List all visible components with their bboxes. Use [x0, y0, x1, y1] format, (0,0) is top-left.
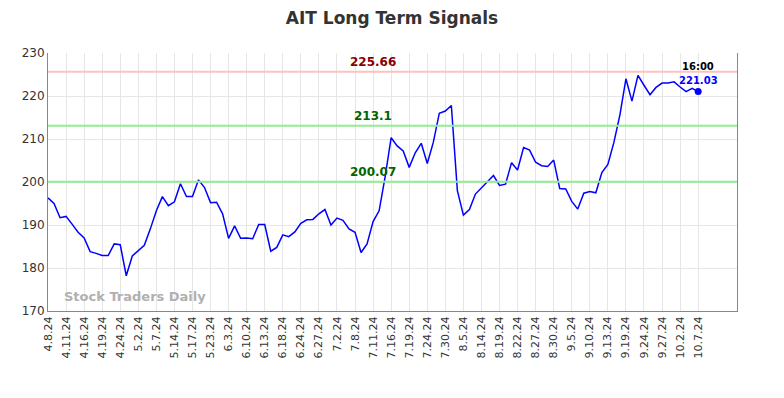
svg-text:4.24.24: 4.24.24: [114, 316, 127, 358]
svg-text:200.07: 200.07: [350, 165, 396, 179]
svg-text:190: 190: [22, 218, 45, 232]
svg-text:4.11.24: 4.11.24: [60, 316, 73, 358]
svg-text:221.03: 221.03: [679, 75, 718, 86]
svg-text:6.27.24: 6.27.24: [312, 316, 325, 358]
svg-text:8.30.24: 8.30.24: [547, 316, 560, 358]
svg-text:7.24.24: 7.24.24: [421, 316, 434, 358]
svg-text:220: 220: [22, 89, 45, 103]
svg-text:5.2.24: 5.2.24: [132, 316, 145, 351]
svg-text:7.8.24: 7.8.24: [349, 316, 362, 351]
svg-text:10.7.24: 10.7.24: [692, 316, 705, 358]
svg-text:210: 210: [22, 132, 45, 146]
svg-text:6.3.24: 6.3.24: [222, 316, 235, 351]
svg-text:5.7.24: 5.7.24: [150, 316, 163, 351]
svg-text:7.30.24: 7.30.24: [439, 316, 452, 358]
svg-text:8.19.24: 8.19.24: [493, 316, 506, 358]
svg-text:6.13.24: 6.13.24: [258, 316, 271, 358]
svg-text:8.5.24: 8.5.24: [457, 316, 470, 351]
svg-text:6.24.24: 6.24.24: [294, 316, 307, 358]
svg-text:6.10.24: 6.10.24: [240, 316, 253, 358]
svg-text:8.14.24: 8.14.24: [475, 316, 488, 358]
svg-text:5.14.24: 5.14.24: [168, 316, 181, 358]
svg-text:7.11.24: 7.11.24: [367, 316, 380, 358]
svg-text:7.2.24: 7.2.24: [331, 316, 344, 351]
svg-text:8.22.24: 8.22.24: [511, 316, 524, 358]
svg-text:4.8.24: 4.8.24: [42, 316, 55, 351]
svg-text:Stock Traders Daily: Stock Traders Daily: [64, 289, 206, 304]
svg-text:7.19.24: 7.19.24: [403, 316, 416, 358]
svg-text:230: 230: [22, 46, 45, 60]
svg-text:8.27.24: 8.27.24: [529, 316, 542, 358]
svg-text:6.18.24: 6.18.24: [276, 316, 289, 358]
svg-text:4.16.24: 4.16.24: [78, 316, 91, 358]
svg-text:5.17.24: 5.17.24: [186, 316, 199, 358]
svg-text:5.23.24: 5.23.24: [204, 316, 217, 358]
svg-text:4.19.24: 4.19.24: [96, 316, 109, 358]
svg-text:180: 180: [22, 261, 45, 275]
svg-text:9.27.24: 9.27.24: [656, 316, 669, 358]
svg-text:225.66: 225.66: [350, 55, 396, 69]
svg-text:16:00: 16:00: [682, 61, 714, 72]
svg-text:9.24.24: 9.24.24: [638, 316, 651, 358]
svg-text:9.10.24: 9.10.24: [583, 316, 596, 358]
svg-text:9.13.24: 9.13.24: [601, 316, 614, 358]
svg-text:10.2.24: 10.2.24: [674, 316, 687, 358]
svg-text:200: 200: [22, 175, 45, 189]
svg-text:9.19.24: 9.19.24: [620, 316, 633, 358]
svg-text:213.1: 213.1: [354, 109, 392, 123]
svg-text:170: 170: [22, 304, 45, 318]
svg-text:AIT Long Term Signals: AIT Long Term Signals: [286, 8, 498, 28]
svg-text:7.16.24: 7.16.24: [385, 316, 398, 358]
svg-text:9.5.24: 9.5.24: [565, 316, 578, 351]
